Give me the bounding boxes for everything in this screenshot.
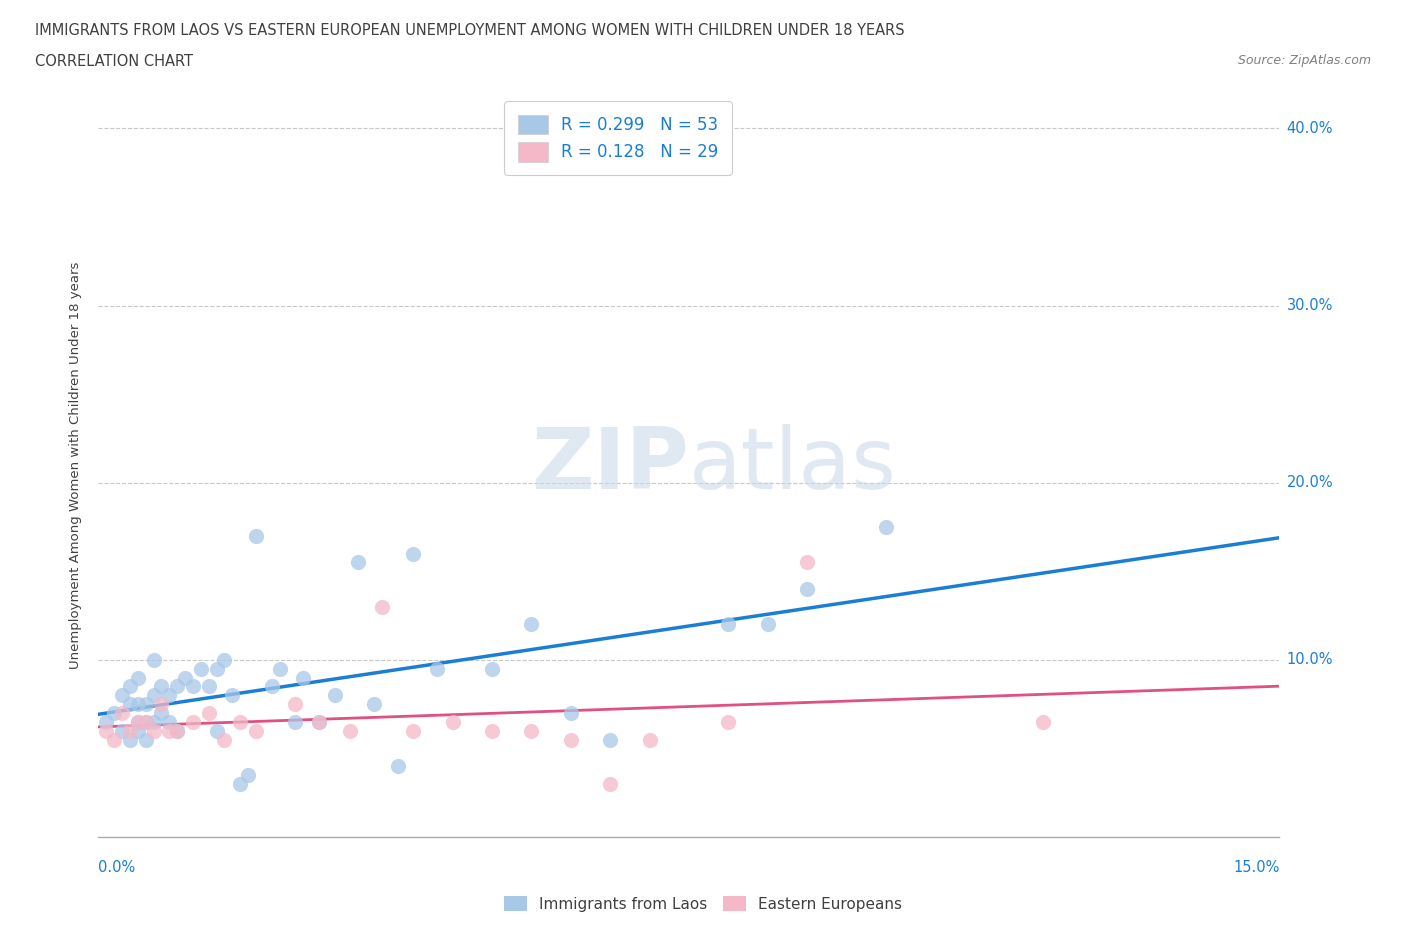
Text: 30.0%: 30.0% <box>1286 299 1333 313</box>
Text: 40.0%: 40.0% <box>1286 121 1333 136</box>
Point <box>229 777 252 791</box>
Point <box>166 724 188 738</box>
Point <box>717 617 740 631</box>
Text: CORRELATION CHART: CORRELATION CHART <box>35 54 193 69</box>
Text: 15.0%: 15.0% <box>1233 860 1279 875</box>
Point <box>142 688 165 703</box>
Text: 0.0%: 0.0% <box>98 860 135 875</box>
Point <box>197 706 219 721</box>
Point <box>481 724 503 738</box>
Point <box>560 706 582 721</box>
Point <box>269 661 291 676</box>
Point <box>127 724 149 738</box>
Point <box>308 714 330 729</box>
Point <box>481 661 503 676</box>
Text: Source: ZipAtlas.com: Source: ZipAtlas.com <box>1237 54 1371 67</box>
Point <box>284 714 307 729</box>
Point <box>135 714 157 729</box>
Point <box>214 732 236 747</box>
Text: atlas: atlas <box>689 423 897 507</box>
Point <box>717 714 740 729</box>
Point <box>197 679 219 694</box>
Point <box>221 688 243 703</box>
Point <box>520 617 543 631</box>
Point <box>599 777 621 791</box>
Point <box>371 599 394 614</box>
Point <box>174 671 197 685</box>
Point <box>111 688 134 703</box>
Text: 10.0%: 10.0% <box>1286 652 1333 668</box>
Point <box>150 706 173 721</box>
Point <box>166 679 188 694</box>
Point <box>260 679 283 694</box>
Point <box>323 688 346 703</box>
Point <box>347 555 370 570</box>
Point <box>426 661 449 676</box>
Point <box>96 714 118 729</box>
Point <box>284 697 307 711</box>
Point <box>118 697 141 711</box>
Point <box>135 697 157 711</box>
Point <box>166 724 188 738</box>
Point <box>205 661 228 676</box>
Point <box>157 724 180 738</box>
Point <box>214 653 236 668</box>
Point <box>142 714 165 729</box>
Point <box>236 767 259 782</box>
Point <box>756 617 779 631</box>
Legend: Immigrants from Laos, Eastern Europeans: Immigrants from Laos, Eastern Europeans <box>498 889 908 918</box>
Point <box>135 714 157 729</box>
Point <box>157 714 180 729</box>
Point <box>245 528 267 543</box>
Point <box>387 759 409 774</box>
Point <box>142 724 165 738</box>
Point <box>135 732 157 747</box>
Point <box>520 724 543 738</box>
Point <box>96 724 118 738</box>
Point <box>363 697 385 711</box>
Point <box>127 714 149 729</box>
Point <box>150 679 173 694</box>
Point <box>150 697 173 711</box>
Point <box>127 671 149 685</box>
Point <box>560 732 582 747</box>
Legend: R = 0.299   N = 53, R = 0.128   N = 29: R = 0.299 N = 53, R = 0.128 N = 29 <box>505 101 731 175</box>
Text: ZIP: ZIP <box>531 423 689 507</box>
Point <box>599 732 621 747</box>
Text: IMMIGRANTS FROM LAOS VS EASTERN EUROPEAN UNEMPLOYMENT AMONG WOMEN WITH CHILDREN : IMMIGRANTS FROM LAOS VS EASTERN EUROPEAN… <box>35 23 905 38</box>
Point <box>339 724 361 738</box>
Point <box>142 653 165 668</box>
Point <box>127 714 149 729</box>
Point <box>796 555 818 570</box>
Point <box>111 706 134 721</box>
Point <box>103 732 125 747</box>
Point <box>402 546 425 561</box>
Point <box>441 714 464 729</box>
Point <box>118 724 141 738</box>
Point <box>796 581 818 596</box>
Point <box>292 671 315 685</box>
Point <box>103 706 125 721</box>
Point <box>229 714 252 729</box>
Point <box>205 724 228 738</box>
Point <box>875 520 897 535</box>
Y-axis label: Unemployment Among Women with Children Under 18 years: Unemployment Among Women with Children U… <box>69 261 83 669</box>
Point <box>181 714 204 729</box>
Point <box>118 679 141 694</box>
Point <box>118 732 141 747</box>
Point <box>245 724 267 738</box>
Point <box>638 732 661 747</box>
Point <box>181 679 204 694</box>
Point <box>1032 714 1054 729</box>
Point <box>308 714 330 729</box>
Point <box>127 697 149 711</box>
Point <box>402 724 425 738</box>
Point <box>111 724 134 738</box>
Text: 20.0%: 20.0% <box>1286 475 1333 490</box>
Point <box>190 661 212 676</box>
Point <box>157 688 180 703</box>
